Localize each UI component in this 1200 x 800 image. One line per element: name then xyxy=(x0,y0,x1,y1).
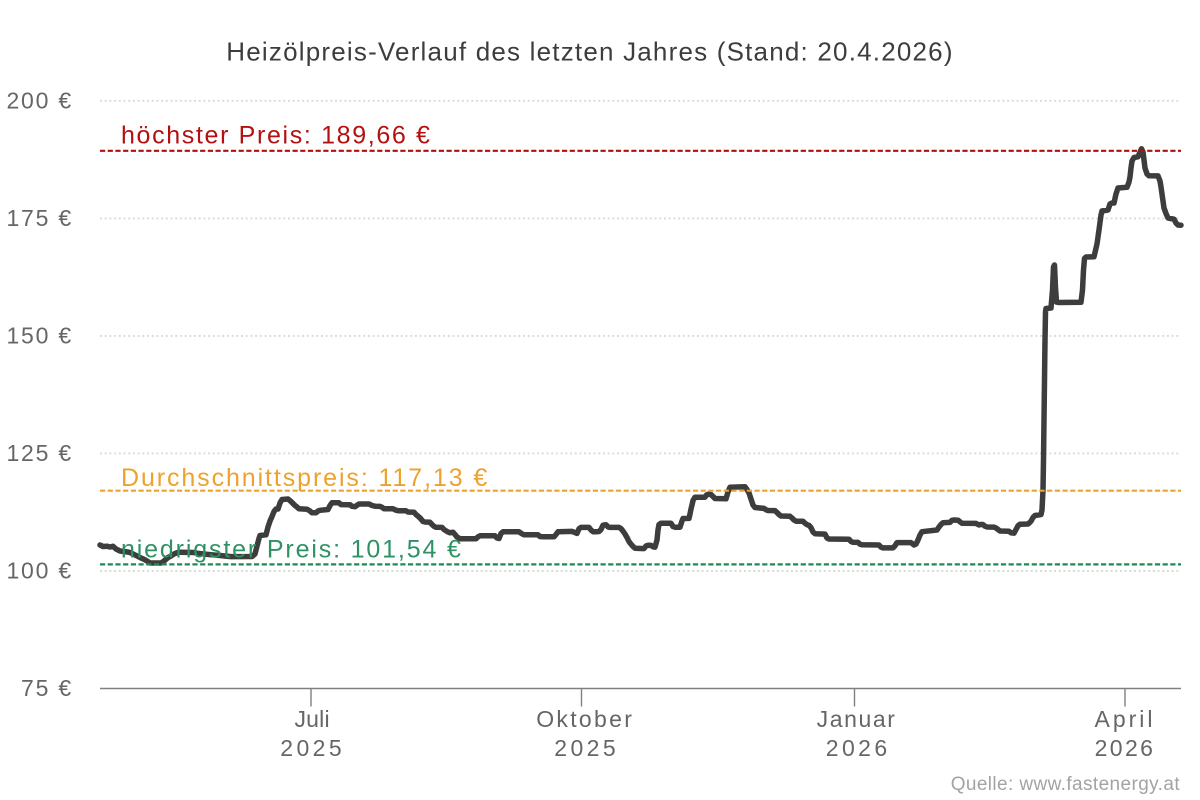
svg-text:Oktober: Oktober xyxy=(536,706,634,732)
svg-text:Januar: Januar xyxy=(817,706,897,732)
svg-text:200 €: 200 € xyxy=(6,88,73,114)
svg-text:2025: 2025 xyxy=(554,735,619,761)
svg-text:2026: 2026 xyxy=(826,735,891,761)
svg-text:175 €: 175 € xyxy=(6,205,73,231)
svg-text:niedrigster Preis: 101,54 €: niedrigster Preis: 101,54 € xyxy=(121,536,463,564)
svg-text:April: April xyxy=(1094,706,1155,732)
svg-text:125 €: 125 € xyxy=(6,440,73,466)
svg-text:100 €: 100 € xyxy=(6,558,73,584)
svg-text:75 €: 75 € xyxy=(21,675,73,701)
svg-text:2026: 2026 xyxy=(1095,735,1156,761)
svg-text:Heizölpreis-Verlauf des letzte: Heizölpreis-Verlauf des letzten Jahres (… xyxy=(226,37,953,67)
svg-text:2025: 2025 xyxy=(280,735,345,761)
svg-text:höchster Preis: 189,66 €: höchster Preis: 189,66 € xyxy=(121,122,432,150)
svg-text:150 €: 150 € xyxy=(6,323,73,349)
svg-text:Durchschnittspreis: 117,13 €: Durchschnittspreis: 117,13 € xyxy=(121,464,489,492)
svg-text:Quelle: www.fastenergy.at: Quelle: www.fastenergy.at xyxy=(951,774,1181,795)
svg-text:Juli: Juli xyxy=(294,706,329,732)
